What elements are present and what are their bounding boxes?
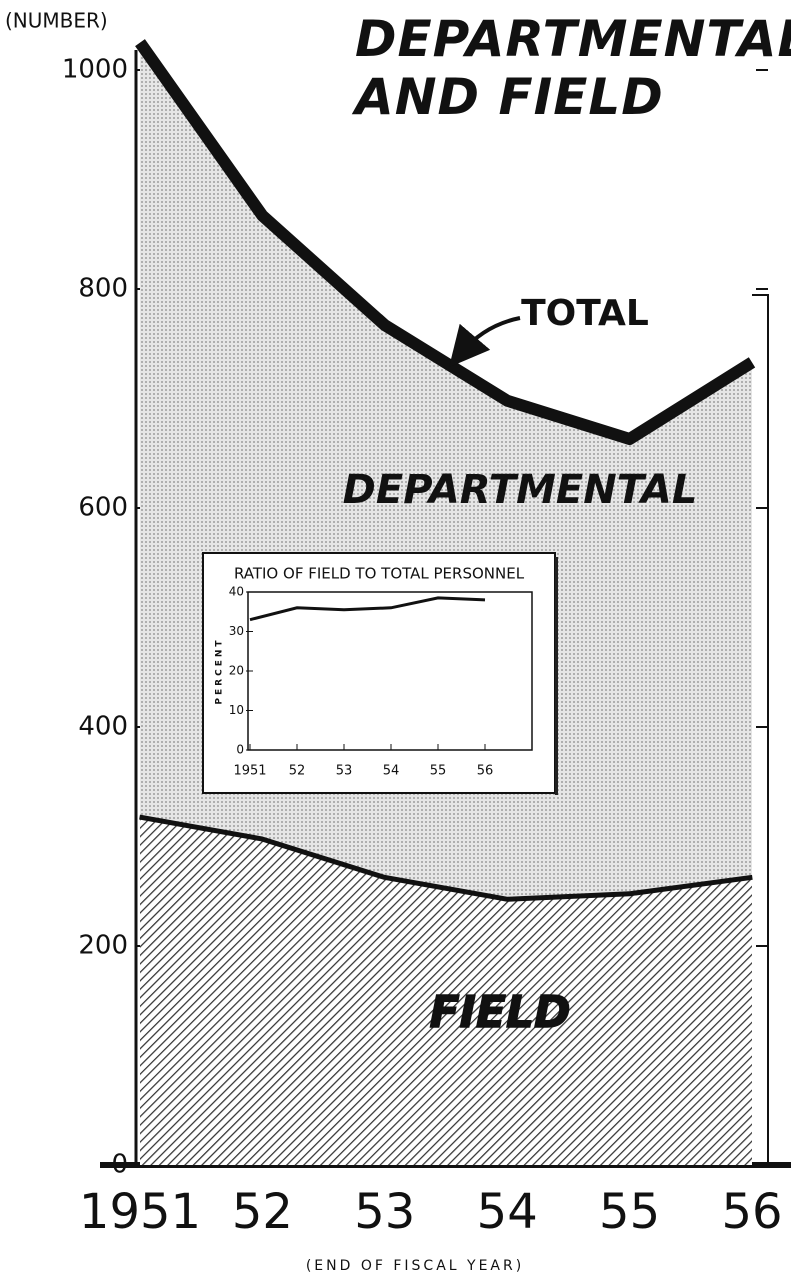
right-bracket <box>752 294 769 1165</box>
x-axis-label: (END OF FISCAL YEAR) <box>306 1258 524 1274</box>
y-tick-label: 800 <box>78 274 128 304</box>
x-tick-label: 52 <box>289 764 306 779</box>
y-tick-label: 20 <box>229 664 244 678</box>
y-tick-label: 10 <box>229 703 244 717</box>
y-tick-label: 200 <box>78 931 128 961</box>
y-tick-label: 0 <box>236 743 244 757</box>
x-tick-label: 53 <box>354 1184 415 1240</box>
x-tick-label: 56 <box>477 764 494 779</box>
inset-frame <box>202 552 556 794</box>
annotation-arrow <box>449 316 521 368</box>
x-tick-label: 1951 <box>233 764 266 779</box>
x-tick-label: 54 <box>383 764 400 779</box>
y-tick-label: 600 <box>78 493 128 523</box>
y-tick-label: 40 <box>229 585 244 599</box>
y-tick-label: 30 <box>229 624 244 638</box>
x-tick-label: 1951 <box>79 1184 201 1240</box>
inset-shadow <box>555 557 558 795</box>
y-tick-label: 0 <box>111 1150 128 1180</box>
y-axis-label: PERCENT <box>215 637 225 704</box>
area-top-line <box>135 39 756 446</box>
x-tick-label: 55 <box>599 1184 660 1240</box>
x-tick-label: 52 <box>232 1184 293 1240</box>
y-axis-label: (NUMBER) <box>5 9 108 33</box>
series-label: DEPARTMENTAL <box>343 467 698 513</box>
x-tick-label: 54 <box>477 1184 538 1240</box>
area <box>140 814 752 1165</box>
line <box>249 596 486 622</box>
x-tick-label: 56 <box>721 1184 782 1240</box>
annotation: TOTAL <box>521 293 649 334</box>
y-tick-label: 400 <box>78 712 128 742</box>
series-label: FIELD <box>429 987 570 1038</box>
x-tick-label: 53 <box>336 764 353 779</box>
inset-title: RATIO OF FIELD TO TOTAL PERSONNEL <box>234 565 525 583</box>
y-tick-label: 1000 <box>62 55 128 85</box>
x-tick-label: 55 <box>430 764 447 779</box>
chart-title: DEPARTMENTAL AND FIELD <box>355 10 791 126</box>
